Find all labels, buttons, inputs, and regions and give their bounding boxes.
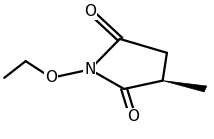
Text: N: N [84,62,96,77]
Text: O: O [84,4,96,19]
Text: O: O [45,70,57,85]
Polygon shape [163,81,207,92]
Text: O: O [127,109,139,124]
